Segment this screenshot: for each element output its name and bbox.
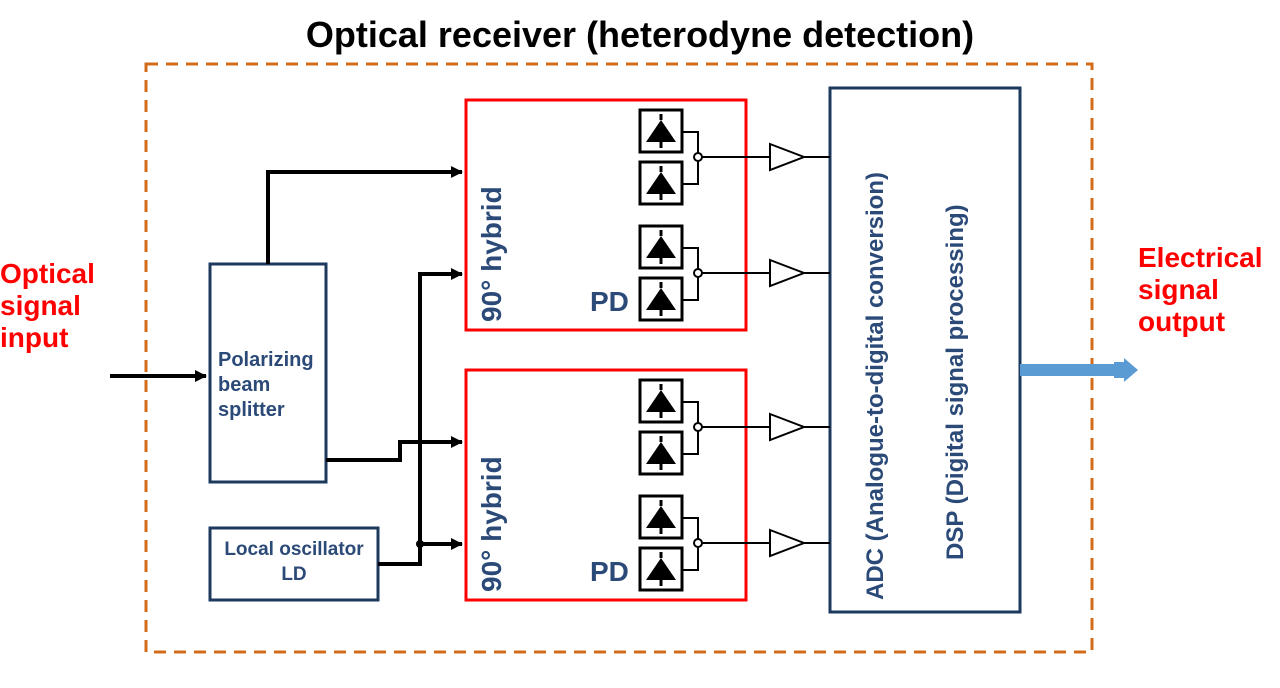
- wire-lo-up: [378, 274, 462, 564]
- pbs-label-l1: Polarizing: [218, 348, 314, 373]
- output-label-l2: signal: [1138, 274, 1263, 306]
- wire-pbs-hybrid2: [326, 442, 462, 460]
- lo-label: Local oscillator LD: [210, 538, 378, 587]
- hybrid2-label: 90° hybrid: [476, 456, 508, 592]
- pbs-label: Polarizing beam splitter: [218, 348, 314, 423]
- pd-label-2: PD: [590, 556, 629, 588]
- lo-label-l1: Local oscillator: [210, 538, 378, 563]
- output-label-l3: output: [1138, 306, 1263, 338]
- input-label-l1: Optical: [0, 258, 95, 290]
- diagram-title: Optical receiver (heterodyne detection): [0, 14, 1280, 56]
- amp-2: [770, 260, 830, 286]
- pbs-label-l2: beam: [218, 373, 314, 398]
- hybrid1-label: 90° hybrid: [476, 186, 508, 322]
- wire-pbs-hybrid1: [268, 172, 462, 264]
- input-label-l2: signal: [0, 290, 95, 322]
- adc-dsp-box: [830, 88, 1020, 612]
- amp-3: [770, 414, 830, 440]
- output-label-l1: Electrical: [1138, 242, 1263, 274]
- lo-label-l2: LD: [210, 563, 378, 588]
- diagram-canvas: [0, 0, 1280, 688]
- output-label: Electrical signal output: [1138, 242, 1263, 339]
- input-label: Optical signal input: [0, 258, 95, 355]
- input-label-l3: input: [0, 322, 95, 354]
- dsp-label: DSP (Digital signal processing): [942, 204, 970, 560]
- pbs-label-l3: splitter: [218, 398, 314, 423]
- pd-label-1: PD: [590, 286, 629, 318]
- amp-4: [770, 530, 830, 556]
- adc-label: ADC (Analogue-to-digital conversion): [862, 172, 890, 600]
- amp-1: [770, 144, 830, 170]
